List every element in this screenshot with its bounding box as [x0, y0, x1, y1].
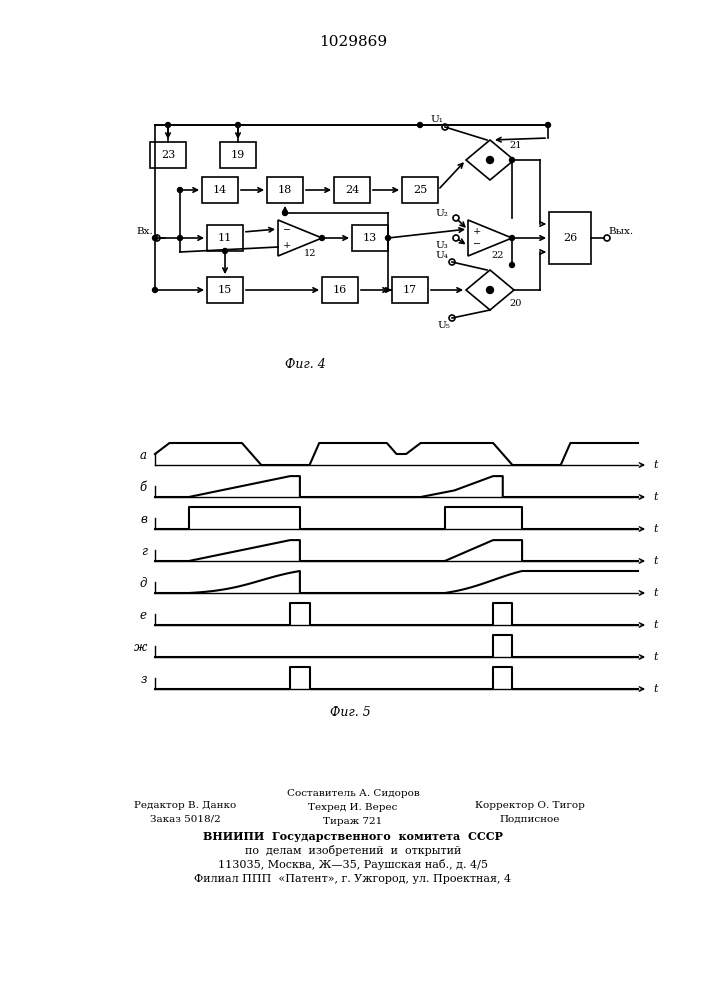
Circle shape: [177, 188, 182, 192]
Circle shape: [510, 157, 515, 162]
Circle shape: [486, 286, 493, 294]
Text: U₃: U₃: [436, 241, 448, 250]
Circle shape: [385, 235, 390, 240]
Text: Вх.: Вх.: [136, 228, 153, 236]
Text: Тираж 721: Тираж 721: [323, 816, 382, 826]
FancyBboxPatch shape: [549, 212, 591, 264]
Text: ВНИИПИ  Государственного  комитета  СССР: ВНИИПИ Государственного комитета СССР: [203, 832, 503, 842]
FancyBboxPatch shape: [220, 142, 256, 168]
Text: t: t: [654, 556, 658, 566]
Text: Составитель А. Сидоров: Составитель А. Сидоров: [286, 788, 419, 798]
Text: −: −: [473, 240, 481, 249]
Polygon shape: [466, 140, 514, 180]
Text: 26: 26: [563, 233, 577, 243]
Circle shape: [418, 122, 423, 127]
FancyBboxPatch shape: [150, 142, 186, 168]
Text: в: в: [140, 513, 147, 526]
Text: Фиг. 4: Фиг. 4: [285, 359, 325, 371]
Polygon shape: [468, 220, 512, 256]
Text: Техред И. Верес: Техред И. Верес: [308, 802, 397, 812]
Text: 14: 14: [213, 185, 227, 195]
Text: t: t: [654, 492, 658, 502]
Circle shape: [283, 211, 288, 216]
Text: +: +: [473, 227, 481, 235]
Text: Подписное: Подписное: [500, 814, 560, 824]
Text: Вых.: Вых.: [609, 228, 633, 236]
Circle shape: [223, 248, 228, 253]
Text: t: t: [654, 684, 658, 694]
Circle shape: [510, 235, 515, 240]
Text: а: а: [140, 449, 147, 462]
FancyBboxPatch shape: [202, 177, 238, 203]
Text: t: t: [654, 620, 658, 630]
FancyBboxPatch shape: [207, 277, 243, 303]
Text: 13: 13: [363, 233, 377, 243]
Text: 16: 16: [333, 285, 347, 295]
FancyBboxPatch shape: [334, 177, 370, 203]
Circle shape: [510, 262, 515, 267]
Text: 15: 15: [218, 285, 232, 295]
FancyBboxPatch shape: [392, 277, 428, 303]
Text: t: t: [654, 588, 658, 598]
Text: 25: 25: [413, 185, 427, 195]
FancyBboxPatch shape: [322, 277, 358, 303]
Text: t: t: [654, 460, 658, 470]
FancyBboxPatch shape: [402, 177, 438, 203]
Text: U₂: U₂: [436, 209, 448, 218]
Text: б: б: [140, 481, 147, 494]
FancyBboxPatch shape: [352, 225, 388, 251]
Text: 1029869: 1029869: [319, 35, 387, 49]
Polygon shape: [466, 270, 514, 310]
Circle shape: [486, 156, 493, 163]
FancyBboxPatch shape: [207, 225, 243, 251]
Circle shape: [177, 235, 182, 240]
Text: ж: ж: [134, 641, 147, 654]
Text: U₁: U₁: [431, 115, 443, 124]
Text: 20: 20: [510, 300, 522, 308]
Text: 113035, Москва, Ж—35, Раушская наб., д. 4/5: 113035, Москва, Ж—35, Раушская наб., д. …: [218, 859, 488, 870]
Text: t: t: [654, 524, 658, 534]
Text: 17: 17: [403, 285, 417, 295]
Circle shape: [153, 235, 158, 240]
Text: +: +: [283, 240, 291, 249]
Text: 23: 23: [161, 150, 175, 160]
Text: Филиал ППП  «Патент», г. Ужгород, ул. Проектная, 4: Филиал ППП «Патент», г. Ужгород, ул. Про…: [194, 874, 512, 884]
Text: 18: 18: [278, 185, 292, 195]
Text: г: г: [141, 545, 147, 558]
Text: 12: 12: [304, 249, 316, 258]
Text: з: з: [141, 673, 147, 686]
Text: по  делам  изобретений  и  открытий: по делам изобретений и открытий: [245, 846, 461, 856]
Polygon shape: [278, 220, 322, 256]
Circle shape: [320, 235, 325, 240]
Text: 22: 22: [492, 251, 504, 260]
Text: 11: 11: [218, 233, 232, 243]
Text: Заказ 5018/2: Заказ 5018/2: [150, 814, 221, 824]
Circle shape: [153, 288, 158, 292]
Circle shape: [235, 122, 240, 127]
Text: Фиг. 5: Фиг. 5: [329, 706, 370, 720]
Text: 19: 19: [231, 150, 245, 160]
Text: Корректор О. Тигор: Корректор О. Тигор: [475, 800, 585, 810]
Text: U₄: U₄: [436, 250, 448, 259]
Text: 21: 21: [510, 141, 522, 150]
Circle shape: [165, 122, 170, 127]
Text: 24: 24: [345, 185, 359, 195]
FancyBboxPatch shape: [267, 177, 303, 203]
Text: д: д: [139, 577, 147, 590]
Text: Редактор В. Данко: Редактор В. Данко: [134, 800, 236, 810]
Text: t: t: [654, 652, 658, 662]
Text: U₅: U₅: [438, 322, 450, 330]
Text: −: −: [283, 227, 291, 235]
Text: е: е: [140, 609, 147, 622]
Circle shape: [546, 122, 551, 127]
